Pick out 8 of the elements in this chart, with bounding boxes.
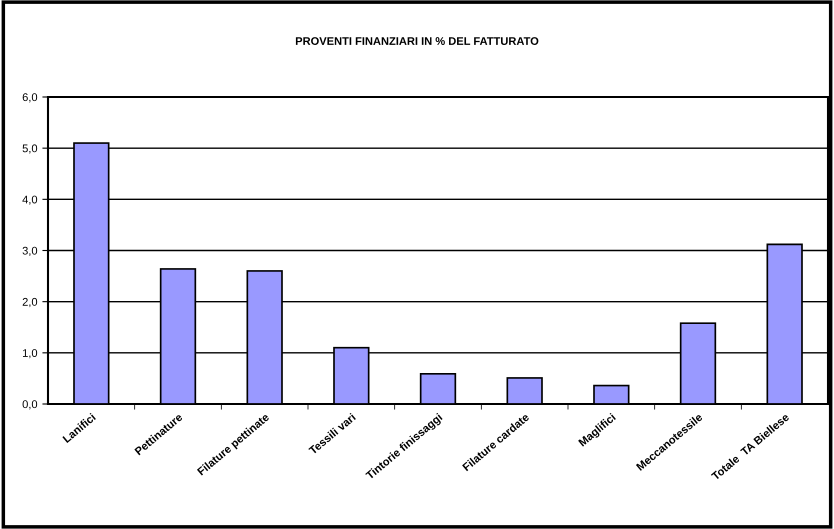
y-tick-label: 2,0 bbox=[22, 298, 38, 308]
y-tick-label: 3,0 bbox=[22, 246, 38, 256]
chart-title: PROVENTI FINANZIARI IN % DEL FATTURATO bbox=[296, 37, 538, 45]
y-tick-label: 1,0 bbox=[22, 349, 38, 358]
y-tick-label: 5,0 bbox=[22, 144, 38, 154]
y-tick-label: 0,0 bbox=[22, 400, 38, 410]
y-tick-label: 4,0 bbox=[22, 196, 38, 205]
y-tick-label: 6,0 bbox=[22, 93, 38, 102]
